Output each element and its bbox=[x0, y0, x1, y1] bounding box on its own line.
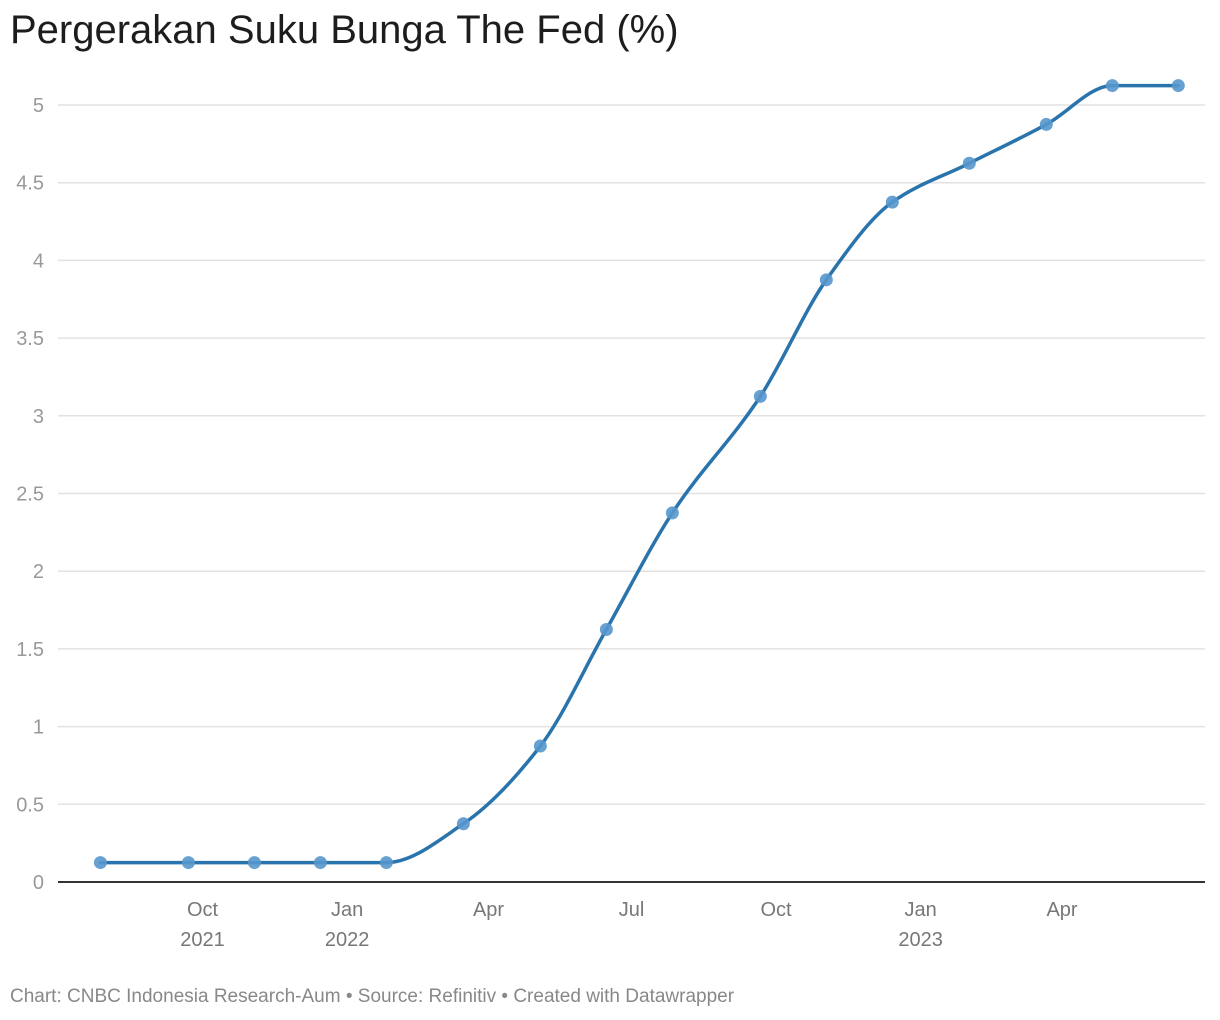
y-axis-ticks: 0 0.5 1 1.5 2 2.5 3 3.5 4 4.5 5 bbox=[16, 95, 44, 894]
y-tick-label: 2 bbox=[33, 561, 44, 583]
data-point[interactable] bbox=[313, 856, 327, 870]
data-point[interactable] bbox=[181, 856, 195, 870]
data-point[interactable] bbox=[247, 856, 261, 870]
x-tick-year-label: 2021 bbox=[180, 929, 225, 951]
footer-tool-link[interactable]: Datawrapper bbox=[625, 986, 735, 1007]
data-point[interactable] bbox=[93, 856, 107, 870]
x-tick-label: Jan bbox=[331, 899, 363, 921]
y-tick-label: 0 bbox=[33, 872, 44, 894]
footer-created: Created with bbox=[513, 986, 626, 1007]
data-point[interactable] bbox=[1039, 117, 1053, 131]
x-tick-label: Jan bbox=[904, 899, 936, 921]
y-tick-label: 3 bbox=[33, 406, 44, 428]
data-point[interactable] bbox=[1105, 79, 1119, 93]
data-point[interactable] bbox=[456, 817, 470, 831]
footer-separator: • bbox=[340, 986, 358, 1007]
data-point[interactable] bbox=[665, 506, 679, 520]
y-tick-label: 4 bbox=[33, 250, 44, 272]
x-tick-label: Apr bbox=[1046, 899, 1077, 921]
x-tick-label: Apr bbox=[473, 899, 504, 921]
x-axis-ticks: Oct 2021 Jan 2022 Apr Jul Oct Jan 2023 Apr bbox=[180, 899, 1078, 951]
y-tick-label: 1.5 bbox=[16, 639, 44, 661]
series-line bbox=[98, 83, 1181, 865]
x-tick-label: Oct bbox=[187, 899, 219, 921]
y-tick-label: 4.5 bbox=[16, 173, 44, 195]
chart-footer: Chart: CNBC Indonesia Research-Aum • Sou… bbox=[10, 986, 734, 1008]
data-point[interactable] bbox=[533, 739, 547, 753]
footer-separator: • bbox=[496, 986, 514, 1007]
x-tick-year-label: 2022 bbox=[325, 929, 370, 951]
chart-title: Pergerakan Suku Bunga The Fed (%) bbox=[10, 8, 679, 52]
data-point[interactable] bbox=[753, 389, 767, 403]
data-point[interactable] bbox=[819, 273, 833, 287]
data-point[interactable] bbox=[885, 195, 899, 209]
footer-prefix: Chart: bbox=[10, 986, 68, 1007]
y-gridlines bbox=[58, 104, 1205, 806]
series-points bbox=[93, 79, 1185, 870]
y-tick-label: 0.5 bbox=[16, 794, 44, 816]
x-tick-label: Jul bbox=[619, 899, 645, 921]
x-tick-year-label: 2023 bbox=[898, 929, 943, 951]
footer-source-label: Source: bbox=[357, 986, 429, 1007]
footer-author: CNBC Indonesia Research-Aum bbox=[67, 986, 341, 1007]
y-tick-label: 2.5 bbox=[16, 484, 44, 506]
data-point[interactable] bbox=[599, 622, 613, 636]
data-point[interactable] bbox=[962, 156, 976, 170]
y-tick-label: 3.5 bbox=[16, 328, 44, 350]
x-tick-label: Oct bbox=[760, 899, 792, 921]
y-tick-label: 5 bbox=[33, 95, 44, 117]
data-point[interactable] bbox=[1171, 79, 1185, 93]
data-point[interactable] bbox=[379, 856, 393, 870]
footer-source-link[interactable]: Refinitiv bbox=[428, 986, 497, 1007]
y-tick-label: 1 bbox=[33, 717, 44, 739]
